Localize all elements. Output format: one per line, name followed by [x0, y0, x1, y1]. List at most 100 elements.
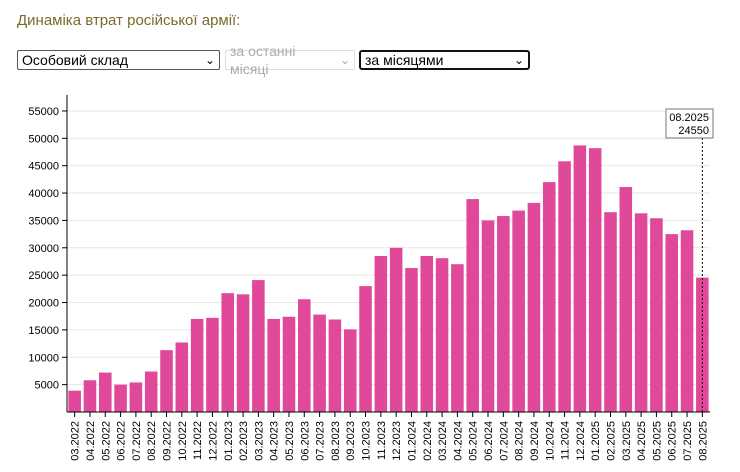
x-tick-label: 06.2023: [299, 421, 311, 461]
tooltip-label: 08.2025: [669, 112, 709, 124]
x-tick-label: 11.2023: [376, 421, 388, 460]
bar-06.2025[interactable]: [665, 234, 679, 412]
x-tick-label: 03.2023: [253, 421, 265, 461]
bar-02.2025[interactable]: [604, 212, 617, 412]
tooltip-layer: 08.2025 24550: [665, 108, 714, 412]
x-tick-label: 10.2023: [361, 421, 373, 461]
x-tick-label: 01.2023: [223, 421, 235, 461]
x-tick-label: 12.2024: [575, 421, 587, 461]
x-tick-label: 02.2025: [605, 421, 617, 461]
bar-11.2024[interactable]: [558, 161, 571, 412]
bar-06.2023[interactable]: [298, 299, 311, 412]
x-tick-label: 03.2024: [437, 421, 449, 461]
bar-04.2023[interactable]: [267, 318, 280, 412]
grouping-select-value: за місяцями: [365, 52, 444, 68]
x-tick-label: 08.2023: [330, 421, 342, 461]
category-select-value: Особовий склад: [22, 52, 129, 68]
bar-05.2024[interactable]: [466, 199, 479, 412]
y-tick-label: 5000: [35, 380, 59, 392]
bar-11.2023[interactable]: [374, 256, 388, 412]
bar-06.2024[interactable]: [481, 220, 495, 412]
bar-11.2022[interactable]: [190, 318, 204, 412]
bar-05.2022[interactable]: [98, 372, 112, 412]
bar-05.2023[interactable]: [282, 316, 296, 412]
bar-12.2023[interactable]: [389, 247, 403, 412]
bar-03.2023[interactable]: [252, 280, 265, 412]
y-tick-label: 15000: [28, 325, 59, 337]
bar-10.2023[interactable]: [359, 286, 372, 412]
bar-12.2022[interactable]: [206, 317, 219, 412]
bar-06.2022[interactable]: [114, 384, 127, 412]
grid-layer: [67, 110, 710, 386]
x-tick-label: 01.2025: [590, 421, 602, 461]
bar-03.2024[interactable]: [435, 258, 449, 412]
bar-03.2022[interactable]: [68, 390, 81, 412]
bar-08.2023[interactable]: [328, 319, 342, 412]
bar-03.2025[interactable]: [619, 187, 633, 412]
x-tick-label: 07.2022: [131, 421, 143, 461]
x-tick-label: 09.2023: [345, 421, 357, 461]
y-tick-label: 10000: [28, 352, 59, 364]
x-tick-label: 10.2022: [177, 421, 189, 461]
page-title: Динаміка втрат російської армії:: [17, 12, 241, 29]
bar-04.2025[interactable]: [634, 213, 648, 412]
x-tick-label: 10.2024: [544, 421, 556, 461]
x-tick-label: 04.2022: [85, 421, 97, 461]
bar-07.2024[interactable]: [497, 216, 510, 412]
x-tick-label: 06.2025: [667, 421, 679, 461]
bar-layer: [68, 145, 709, 412]
tooltip-value: 24550: [678, 125, 709, 137]
y-tick-label: 55000: [28, 106, 59, 118]
bar-01.2024[interactable]: [405, 268, 418, 412]
x-tick-label: 01.2024: [406, 421, 418, 461]
x-tick-label: 03.2025: [621, 421, 633, 461]
x-tick-label: 08.2024: [514, 421, 526, 461]
bar-09.2024[interactable]: [527, 202, 541, 412]
x-tick-label: 05.2023: [284, 421, 296, 461]
x-tick-label: 08.2022: [146, 421, 158, 461]
bar-08.2024[interactable]: [512, 210, 525, 412]
x-tick-label: 09.2022: [162, 421, 174, 461]
bar-07.2025[interactable]: [680, 230, 694, 412]
chevron-down-icon: ⌄: [339, 53, 350, 67]
y-tick-label: 35000: [28, 215, 59, 227]
bar-07.2023[interactable]: [313, 314, 326, 412]
x-tick-label: 07.2023: [315, 421, 327, 461]
bar-02.2024[interactable]: [420, 256, 434, 412]
y-tick-label: 25000: [28, 270, 59, 282]
bar-02.2023[interactable]: [236, 294, 250, 412]
y-tick-label: 30000: [28, 243, 59, 255]
x-tick-label: 05.2025: [651, 421, 663, 461]
x-tick-label: 03.2022: [70, 421, 82, 461]
chevron-down-icon: ⌄: [513, 53, 524, 67]
bar-10.2022[interactable]: [175, 342, 189, 412]
axis-layer: 5000 10000 15000 20000 25000 30000 35000 40000 4…: [28, 95, 710, 461]
bar-01.2023[interactable]: [221, 293, 235, 412]
bar-04.2022[interactable]: [83, 380, 97, 412]
x-tick-label: 05.2024: [468, 421, 480, 461]
bar-07.2022[interactable]: [129, 382, 143, 412]
x-tick-label: 06.2024: [483, 421, 495, 461]
x-tick-label: 12.2022: [207, 421, 219, 461]
bar-08.2025[interactable]: [696, 277, 709, 412]
bar-05.2025[interactable]: [650, 218, 663, 412]
category-select[interactable]: Особовий склад ⌄: [17, 50, 220, 70]
x-tick-label: 04.2023: [269, 421, 281, 461]
bar-04.2024[interactable]: [451, 264, 464, 412]
bar-01.2025[interactable]: [588, 148, 602, 412]
grouping-select[interactable]: за місяцями ⌄: [359, 50, 530, 70]
bar-08.2022[interactable]: [144, 371, 158, 412]
bar-10.2024[interactable]: [542, 182, 556, 412]
y-tick-label: 45000: [28, 161, 59, 173]
x-tick-label: 08.2025: [697, 421, 709, 461]
tooltip-box: [665, 108, 714, 139]
y-tick-label: 50000: [28, 133, 59, 145]
period-select-value: за останні місяці: [230, 43, 296, 77]
x-tick-label: 09.2024: [529, 421, 541, 461]
bar-09.2022[interactable]: [160, 350, 173, 412]
bar-09.2023[interactable]: [343, 329, 357, 412]
period-select[interactable]: за останні місяці ⌄: [225, 43, 355, 77]
x-tick-label: 02.2024: [422, 421, 434, 461]
bar-12.2024[interactable]: [573, 145, 587, 412]
